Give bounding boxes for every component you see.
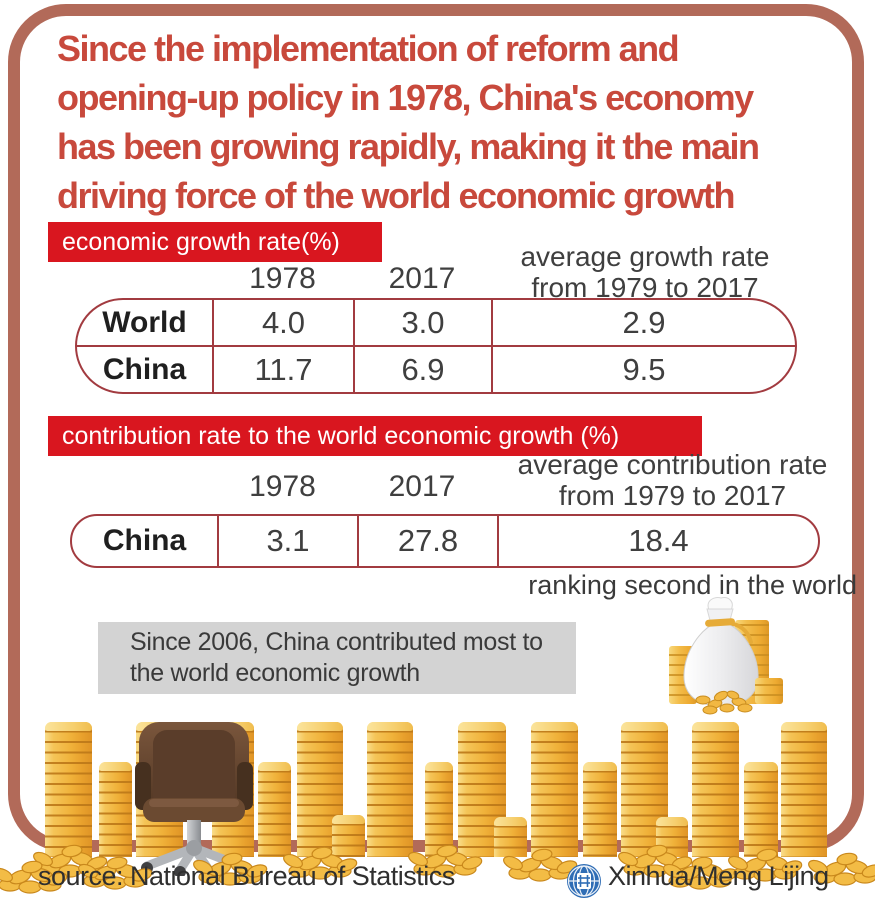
coin-stack-icon (755, 678, 783, 704)
table-divider (357, 516, 359, 566)
contribution-col-2017: 2017 (388, 470, 456, 503)
table-row-label: China (102, 353, 187, 386)
coin-pile-icon (695, 690, 753, 715)
contribution-col-1978: 1978 (249, 470, 316, 503)
coin-stack (531, 722, 578, 857)
page-title: Since the implementation of reform and o… (57, 28, 760, 216)
table-cell: 18.4 (628, 523, 689, 558)
ranking-note: ranking second in the world (528, 570, 857, 600)
coin-stack (458, 722, 506, 857)
coin-stack (692, 722, 739, 857)
xinhua-globe-icon (567, 864, 601, 898)
coin-stack (332, 815, 365, 857)
coin-stack (99, 762, 132, 857)
table-cell: 27.8 (397, 523, 459, 558)
contribution-col-average: average contribution rate from 1979 to 2… (517, 449, 828, 511)
source-text: source: National Bureau of Statistics (38, 861, 455, 891)
growth-table-label: economic growth rate(%) (48, 222, 382, 262)
coin-stack (781, 722, 827, 857)
table-cell: 9.5 (622, 352, 666, 387)
table-cell: 4.0 (261, 305, 306, 340)
growth-col-2017: 2017 (388, 262, 456, 295)
coin-stack (744, 762, 778, 857)
table-cell: 3.0 (401, 305, 445, 340)
coin-stack (583, 762, 617, 857)
growth-col-average: average growth rate from 1979 to 2017 (520, 241, 770, 303)
growth-col-1978: 1978 (249, 262, 316, 295)
coin-stack (45, 722, 92, 857)
coin-stack (494, 817, 527, 857)
coin-stack (367, 722, 413, 857)
callout-box: Since 2006, China contributed most to th… (98, 622, 576, 694)
table-row-label: World (102, 306, 187, 339)
table-divider (77, 345, 795, 347)
table-cell: 2.9 (622, 305, 666, 340)
table-divider (217, 516, 219, 566)
coin-stack (258, 762, 291, 857)
table-divider (497, 516, 499, 566)
table-cell: 3.1 (266, 523, 310, 558)
table-row-label: China (102, 524, 187, 557)
growth-table: World 4.0 3.0 2.9 China 11.7 6.9 9.5 (75, 298, 797, 394)
table-cell: 11.7 (254, 352, 313, 387)
table-cell: 6.9 (401, 352, 445, 387)
credit-text: Xinhua/Meng Lijing (608, 861, 829, 891)
contribution-table-label: contribution rate to the world economic … (48, 416, 702, 456)
money-bag-icon (669, 597, 783, 715)
contribution-table: China 3.1 27.8 18.4 (70, 514, 820, 568)
coin-stack (425, 762, 453, 857)
